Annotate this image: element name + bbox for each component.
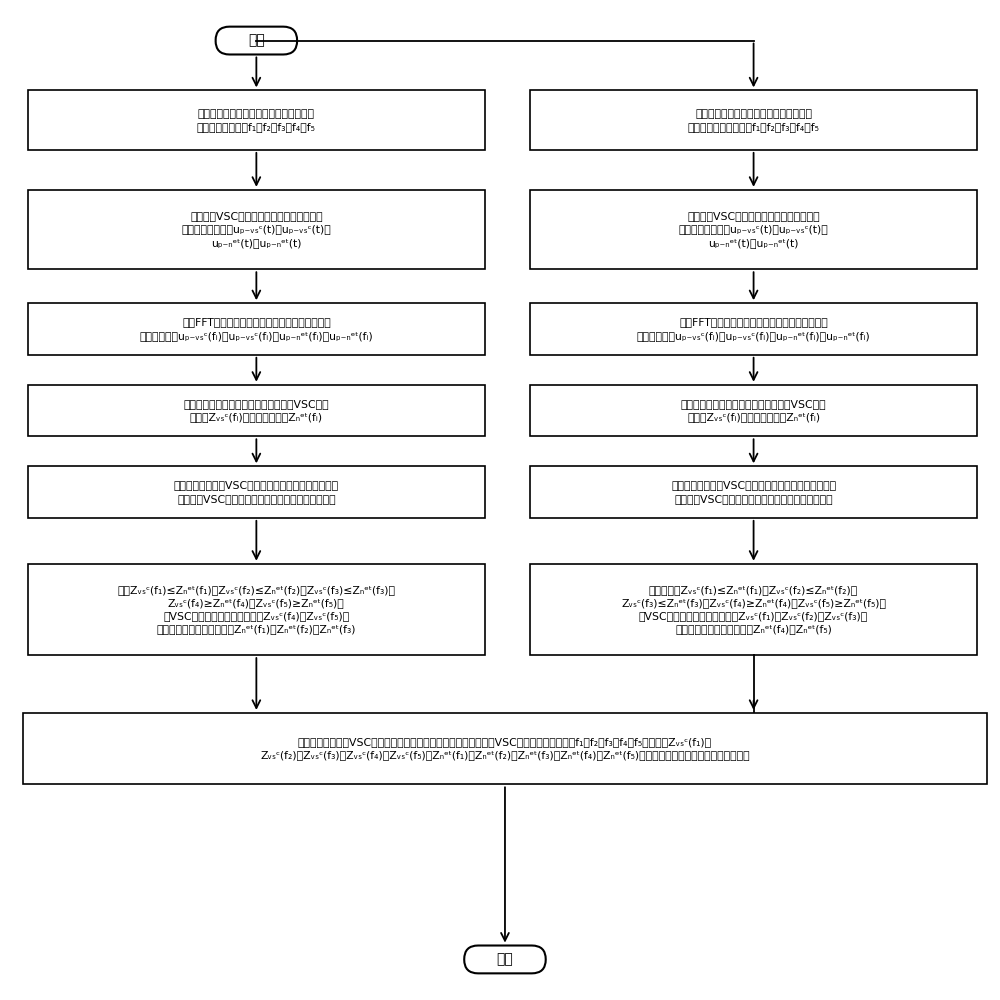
Text: 分别检测VSC型装备侧和电力网络侧的时域
电压、电流响应：uₚ₋ᵥₛᶜ(t)、uₚ₋ᵥₛᶜ(t)、
uₚ₋ₙᵉᵗ(t)、uₚ₋ₙᵉᵗ(t): 分别检测VSC型装备侧和电力网络侧的时域 电压、电流响应：uₚ₋ᵥₛᶜ(t)、u…: [181, 211, 331, 248]
Text: 若有Zᵥₛᶜ(f₁)≤Zₙᵉᵗ(f₁)、Zᵥₛᶜ(f₂)≤Zₙᵉᵗ(f₂)、Zᵥₛᶜ(f₃)≤Zₙᵉᵗ(f₃)、
Zᵥₛᶜ(f₄)≥Zₙᵉᵗ(f₄)、Zᵥₛᶜ(: 若有Zᵥₛᶜ(f₁)≤Zₙᵉᵗ(f₁)、Zᵥₛᶜ(f₂)≤Zₙᵉᵗ(f₂)、Zᵥ…: [117, 585, 395, 634]
Bar: [530, 303, 977, 355]
Bar: [23, 713, 987, 784]
Text: 开始: 开始: [497, 952, 513, 966]
Bar: [530, 564, 977, 655]
Text: 比较同一频率点的VSC型装备和电力网络阻抗大小，选
择较小的VSC型装备或较小的电力网络阻抗进行保存: 比较同一频率点的VSC型装备和电力网络阻抗大小，选 择较小的VSC型装备或较小的…: [671, 480, 836, 504]
Bar: [28, 190, 485, 269]
Text: 开始: 开始: [248, 34, 265, 48]
Bar: [28, 564, 485, 655]
Bar: [530, 190, 977, 269]
Text: 利用频域响应分量计算出该特定频带内VSC型装
备阻抗Zᵥₛᶜ(fᵢ)和电力网络阻抗Zₙᵉᵗ(fᵢ): 利用频域响应分量计算出该特定频带内VSC型装 备阻抗Zᵥₛᶜ(fᵢ)和电力网络阻…: [184, 399, 329, 422]
Text: 综合两次扰动的下VSC型装备和电力网络的阻抗测量结果，可得到VSC型装备和电力网络在f₁、f₂、f₃、f₄、f₅的阻抗值Zᵥₛᶜ(f₁)、
Zᵥₛᶜ(f₂)、Z: 综合两次扰动的下VSC型装备和电力网络的阻抗测量结果，可得到VSC型装备和电力网…: [260, 737, 750, 760]
Bar: [28, 466, 485, 518]
Text: 比较同一频率点的VSC型装备和电力网络阻抗大小，选
择较大的VSC型装备或较大的电力网络阻抗进行保存: 比较同一频率点的VSC型装备和电力网络阻抗大小，选 择较大的VSC型装备或较大的…: [174, 480, 339, 504]
FancyBboxPatch shape: [464, 946, 546, 973]
Text: 分别检测VSC型装备侧和电力网络侧的时域
电压、电流响应：uₚ₋ᵥₛᶜ(t)、uₚ₋ᵥₛᶜ(t)、
uₚ₋ₙᵉᵗ(t)、uₚ₋ₙᵉᵗ(t): 分别检测VSC型装备侧和电力网络侧的时域 电压、电流响应：uₚ₋ᵥₛᶜ(t)、u…: [679, 211, 828, 248]
Text: 利用FFT算法提取该特定频带内由扰动产生的频域
电压电流响应uₚ₋ᵥₛᶜ(fᵢ)、uₚ₋ᵥₛᶜ(fᵢ)、uₚ₋ₙᵉᵗ(fᵢ)、uₚ₋ₙᵉᵗ(fᵢ): 利用FFT算法提取该特定频带内由扰动产生的频域 电压电流响应uₚ₋ᵥₛᶜ(fᵢ)…: [139, 317, 373, 341]
Bar: [28, 303, 485, 355]
Bar: [530, 90, 977, 150]
Bar: [28, 90, 485, 150]
Text: 通常依然有Zᵥₛᶜ(f₁)≤Zₙᵉᵗ(f₁)、Zᵥₛᶜ(f₂)≤Zₙᵉᵗ(f₂)、
Zᵥₛᶜ(f₃)≤Zₙᵉᵗ(f₃)、Zᵥₛᶜ(f₄)≥Zₙᵉᵗ(f₄)、Zᵥ: 通常依然有Zᵥₛᶜ(f₁)≤Zₙᵉᵗ(f₁)、Zᵥₛᶜ(f₂)≤Zₙᵉᵗ(f₂)…: [621, 585, 886, 634]
Text: 向待测系统一次性注入特定频带的电压扰
动，若扰动频率有f₁、f₂、f₃、f₄、f₅: 向待测系统一次性注入特定频带的电压扰 动，若扰动频率有f₁、f₂、f₃、f₄、f…: [197, 109, 316, 132]
Text: 再向待测系统一次性注入特定频带的电流
扰动，扰动频率同样有f₁、f₂、f₃、f₄、f₅: 再向待测系统一次性注入特定频带的电流 扰动，扰动频率同样有f₁、f₂、f₃、f₄…: [688, 109, 820, 132]
Text: 利用频域响应分量计算出该特定频带内VSC型装
备阻抗Zᵥₛᶜ(fᵢ)和电力网络阻抗Zₙᵉᵗ(fᵢ): 利用频域响应分量计算出该特定频带内VSC型装 备阻抗Zᵥₛᶜ(fᵢ)和电力网络阻…: [681, 399, 826, 422]
Bar: [530, 466, 977, 518]
Text: 利用FFT算法提取该特定频带内由扰动产生的频域
电压电流响应uₚ₋ᵥₛᶜ(fᵢ)、uₚ₋ᵥₛᶜ(fᵢ)、uₚ₋ₙᵉᵗ(fᵢ)、uₚ₋ₙᵉᵗ(fᵢ): 利用FFT算法提取该特定频带内由扰动产生的频域 电压电流响应uₚ₋ᵥₛᶜ(fᵢ)…: [637, 317, 870, 341]
Bar: [530, 385, 977, 436]
Bar: [28, 385, 485, 436]
FancyBboxPatch shape: [216, 27, 297, 54]
